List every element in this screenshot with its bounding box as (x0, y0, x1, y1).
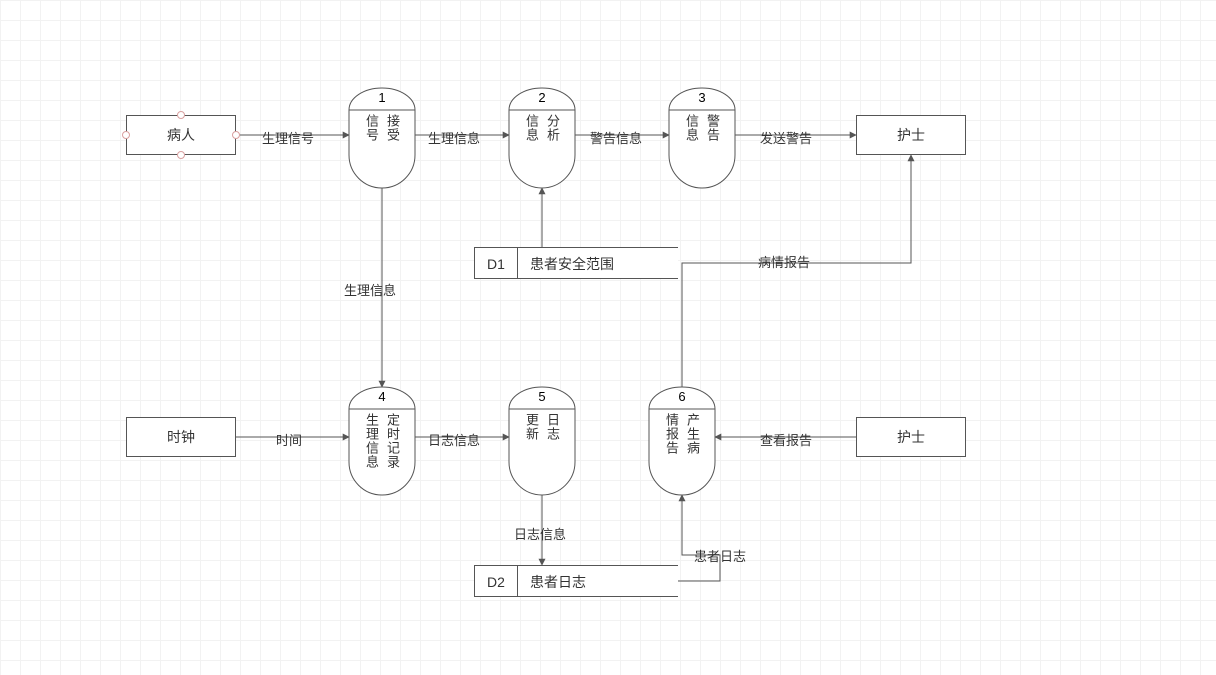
entity-nurse2[interactable]: 护士 (856, 417, 966, 457)
selection-handle[interactable] (177, 151, 185, 159)
flow-label: 发送警告 (760, 128, 812, 147)
flow-label: 警告信息 (590, 128, 642, 147)
selection-handle[interactable] (232, 131, 240, 139)
process-p4[interactable] (349, 387, 415, 495)
selection-handle[interactable] (122, 131, 130, 139)
selection-handle[interactable] (177, 111, 185, 119)
datastore-d2[interactable]: D2患者日志 (474, 565, 678, 597)
process-p3[interactable] (669, 88, 735, 188)
datastore-id: D1 (474, 247, 518, 279)
process-p1[interactable] (349, 88, 415, 188)
flow-label: 时间 (276, 430, 302, 449)
flow-label: 查看报告 (760, 430, 812, 449)
datastore-label: 患者日志 (518, 565, 678, 597)
flow-label: 生理信号 (262, 128, 314, 147)
flow-label: 日志信息 (514, 524, 566, 543)
flow-label: 生理信息 (344, 280, 396, 299)
process-p5[interactable] (509, 387, 575, 495)
datastore-id: D2 (474, 565, 518, 597)
flow-label: 患者日志 (694, 546, 746, 565)
process-p2[interactable] (509, 88, 575, 188)
process-p6[interactable] (649, 387, 715, 495)
entity-clock[interactable]: 时钟 (126, 417, 236, 457)
flow-label: 生理信息 (428, 128, 480, 147)
diagram-canvas[interactable]: 病人护士时钟护士1接受信号2分析信息3警告信息4定时记录生理信息5日志更新6产生… (0, 0, 1216, 675)
flow-label: 日志信息 (428, 430, 480, 449)
flow-f12[interactable] (678, 495, 720, 581)
datastore-d1[interactable]: D1患者安全范围 (474, 247, 678, 279)
entity-nurse1[interactable]: 护士 (856, 115, 966, 155)
datastore-label: 患者安全范围 (518, 247, 678, 279)
entity-patient[interactable]: 病人 (126, 115, 236, 155)
flow-f10[interactable] (682, 155, 911, 387)
flow-label: 病情报告 (758, 252, 810, 271)
